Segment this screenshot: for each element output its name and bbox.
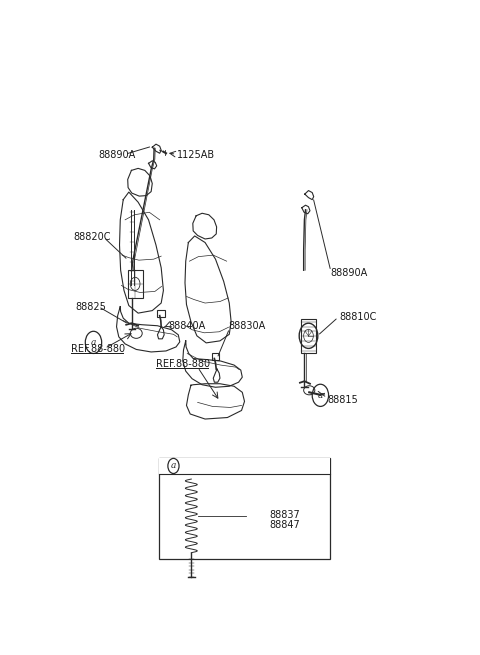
Text: 88847: 88847 bbox=[269, 520, 300, 530]
Text: 88837: 88837 bbox=[269, 510, 300, 520]
Text: 88825: 88825 bbox=[76, 301, 107, 312]
Text: 88830A: 88830A bbox=[228, 321, 265, 331]
Text: 88815: 88815 bbox=[327, 395, 358, 405]
Text: 88890A: 88890A bbox=[331, 268, 368, 278]
Text: a: a bbox=[91, 338, 96, 347]
Text: 88890A: 88890A bbox=[98, 150, 135, 160]
Text: 88820C: 88820C bbox=[73, 233, 110, 242]
Bar bbox=[158, 458, 330, 474]
Text: 1125AB: 1125AB bbox=[177, 150, 216, 160]
Text: 88840A: 88840A bbox=[168, 321, 205, 331]
Text: REF.88-880: REF.88-880 bbox=[156, 358, 210, 369]
Text: a: a bbox=[318, 391, 323, 400]
Text: a: a bbox=[171, 461, 176, 470]
Bar bbox=[128, 271, 143, 298]
Text: 88810C: 88810C bbox=[339, 312, 376, 322]
Bar bbox=[158, 458, 330, 559]
Text: REF.88-880: REF.88-880 bbox=[71, 345, 125, 354]
Bar bbox=[156, 310, 165, 316]
Bar bbox=[301, 319, 316, 354]
Bar bbox=[212, 354, 219, 360]
